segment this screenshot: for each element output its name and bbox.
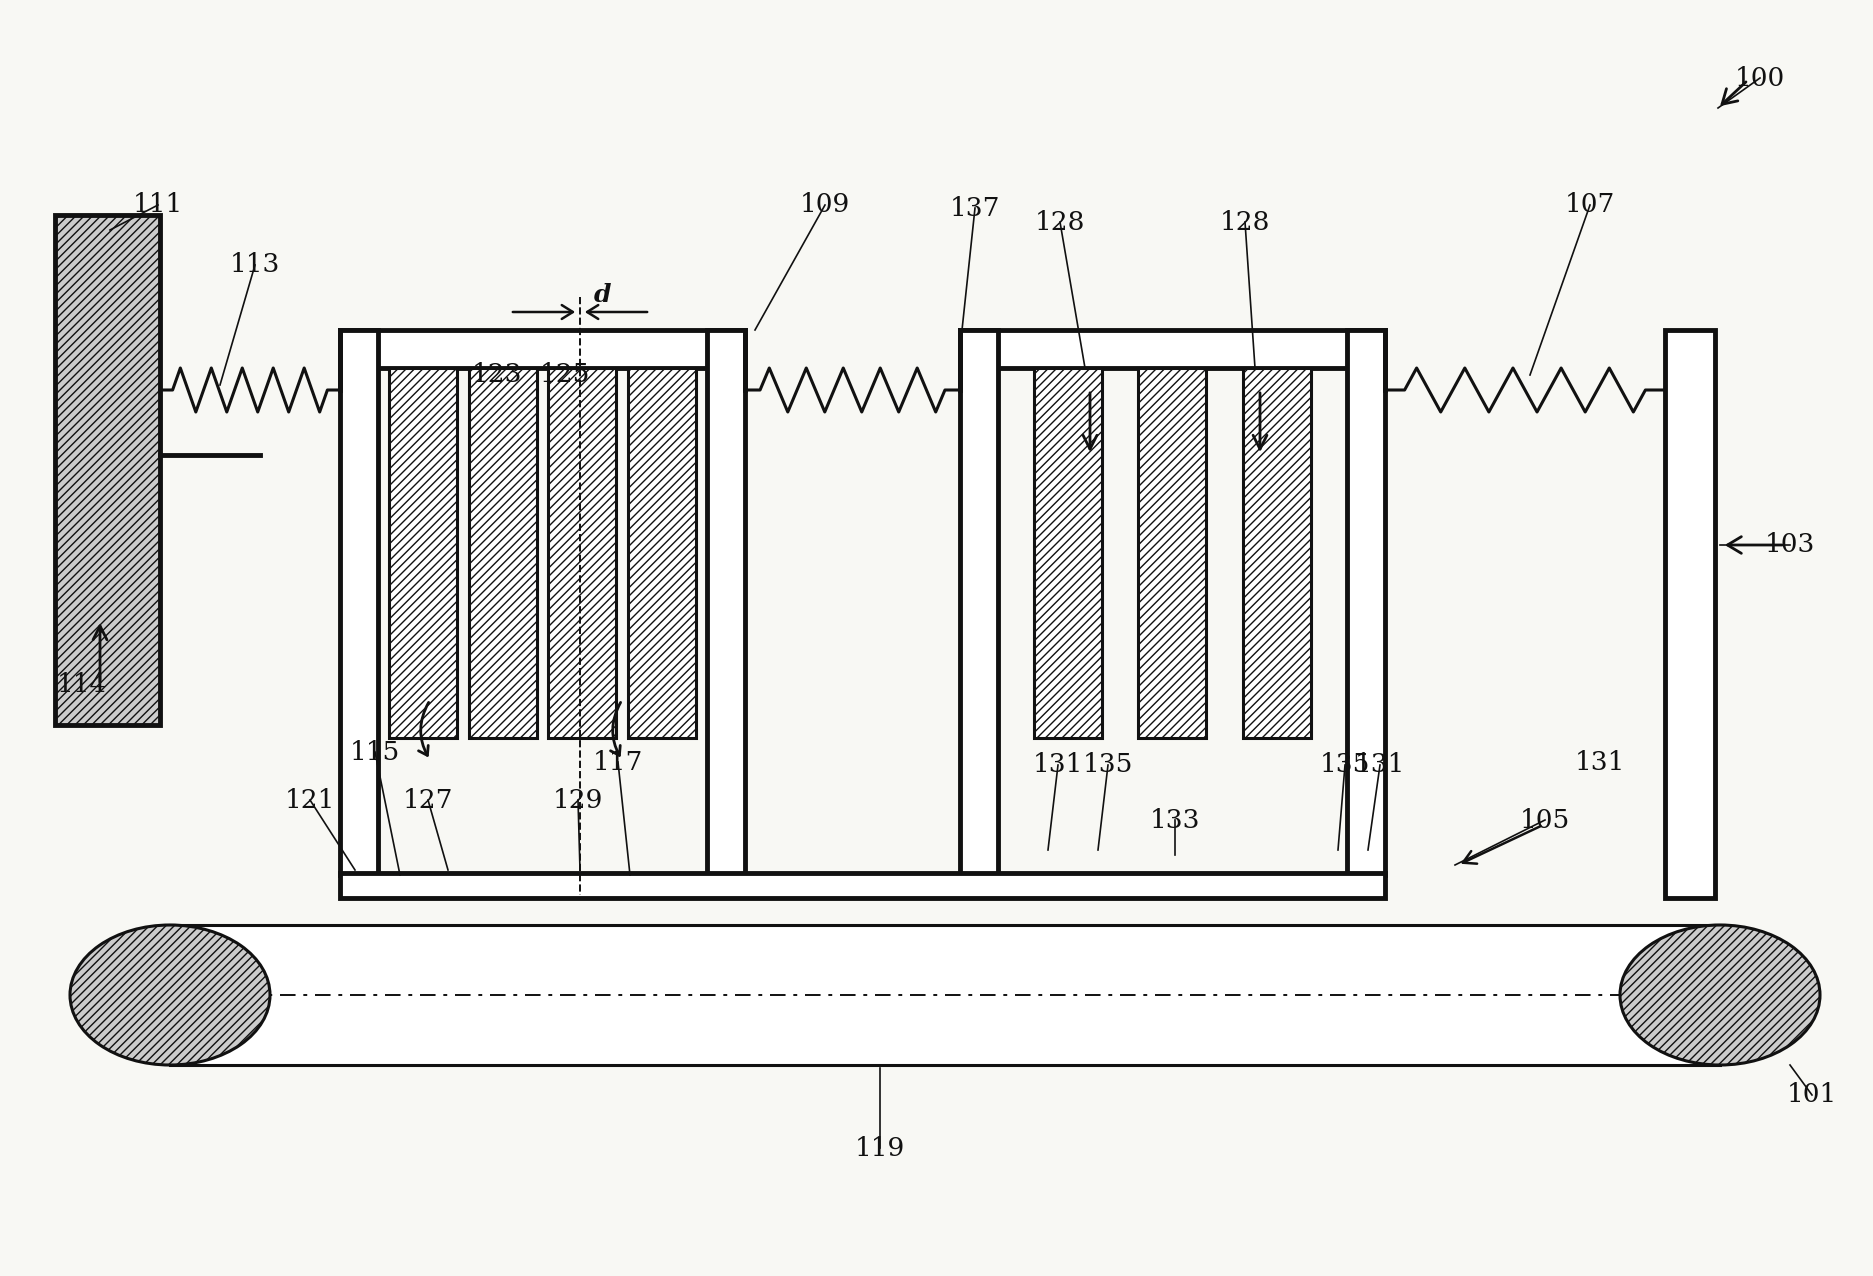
Text: 129: 129 (553, 787, 603, 813)
Bar (706, 330, 745, 875)
Bar (959, 330, 998, 875)
Text: 131: 131 (1573, 749, 1624, 775)
Bar (627, 367, 695, 738)
Bar (390, 367, 457, 738)
Text: 107: 107 (1564, 193, 1615, 217)
Ellipse shape (1618, 925, 1819, 1065)
Text: d: d (594, 283, 611, 308)
Text: 100: 100 (1734, 65, 1785, 91)
Text: 133: 133 (1150, 808, 1199, 832)
Bar (339, 330, 378, 875)
Text: 131: 131 (1032, 753, 1083, 777)
Bar (170, 925, 1719, 1065)
Text: 103: 103 (1764, 532, 1815, 558)
Bar (959, 330, 1384, 367)
Text: 119: 119 (854, 1136, 905, 1160)
Bar (549, 367, 616, 738)
Text: 128: 128 (1219, 209, 1270, 235)
Bar (1242, 367, 1309, 738)
Text: 111: 111 (133, 193, 184, 217)
Text: 114: 114 (56, 672, 107, 698)
Text: 137: 137 (950, 195, 1000, 221)
Bar (1034, 367, 1101, 738)
Bar (339, 873, 1384, 898)
Text: 131: 131 (1354, 753, 1405, 777)
Text: 105: 105 (1519, 808, 1570, 832)
Bar (1663, 330, 1714, 898)
Ellipse shape (69, 925, 270, 1065)
Bar (339, 330, 745, 367)
Text: 125: 125 (539, 362, 590, 388)
Text: 123: 123 (472, 362, 523, 388)
Text: 113: 113 (230, 253, 281, 277)
Bar (1347, 330, 1384, 875)
Bar (1139, 367, 1206, 738)
Text: 117: 117 (592, 749, 642, 775)
Text: 101: 101 (1787, 1082, 1836, 1108)
Bar (54, 214, 159, 725)
Text: 128: 128 (1034, 209, 1084, 235)
Text: 121: 121 (285, 787, 335, 813)
Text: 127: 127 (403, 787, 453, 813)
Text: 135: 135 (1319, 753, 1369, 777)
Text: 135: 135 (1083, 753, 1133, 777)
Text: 109: 109 (800, 193, 850, 217)
Text: 115: 115 (350, 740, 401, 764)
Bar (468, 367, 536, 738)
